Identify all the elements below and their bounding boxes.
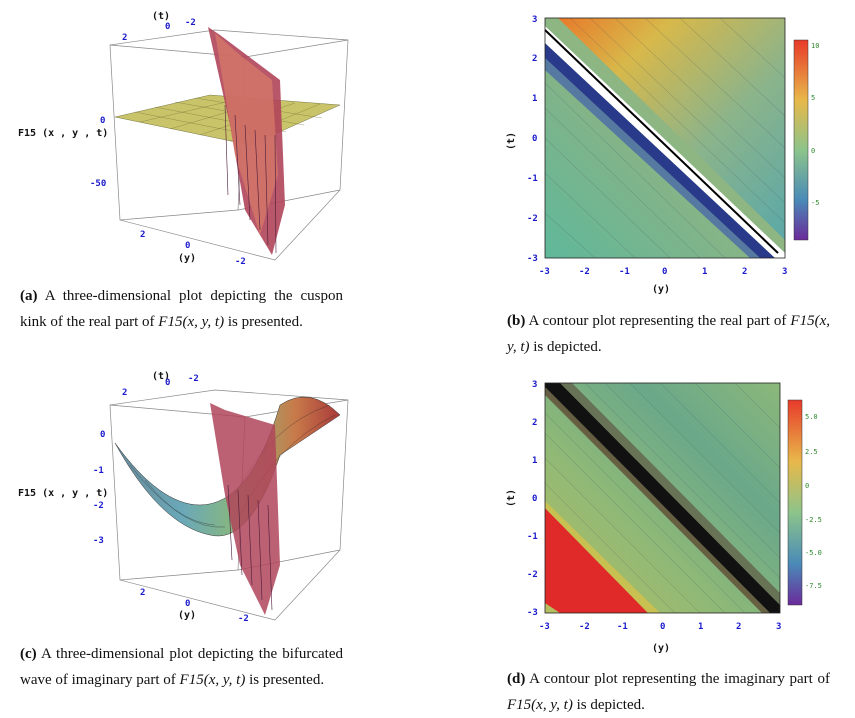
figure-c-3d-plot: F15 (x , y , t) 0 -1 -2 -3 (t) 2 0 -2 2 … (18, 371, 349, 624)
t-tick: -1 (527, 174, 538, 184)
z-tick: -2 (93, 501, 104, 511)
z-tick: -3 (93, 536, 104, 546)
t-tick: 0 (165, 378, 170, 388)
y-axis-label: (y) (178, 253, 196, 264)
colorbar-tick: 2.5 (805, 448, 818, 456)
figure-b-contour-plot: 10 5 0 -5 3 2 1 0 -1 -2 -3 -3 -2 -1 0 1 … (506, 15, 819, 295)
t-tick: 2 (122, 33, 127, 43)
y-tick: -1 (617, 622, 628, 632)
t-tick: 3 (532, 15, 537, 25)
t-tick: 2 (532, 54, 537, 64)
t-tick: 1 (532, 94, 537, 104)
caption-a: (a) A three-dimensional plot depicting t… (20, 288, 343, 330)
colorbar-tick: 0 (805, 482, 809, 490)
x-axis-label: (y) (652, 284, 670, 295)
t-tick: -1 (527, 532, 538, 542)
t-tick: 0 (532, 134, 537, 144)
caption-c: (c) A three-dimensional plot depicting t… (20, 646, 343, 688)
y-axis-label: (t) (506, 489, 517, 507)
colorbar-tick: -2.5 (805, 516, 822, 524)
y-tick: 1 (702, 267, 707, 277)
x-axis-label: (y) (652, 643, 670, 654)
y-tick: -3 (539, 622, 550, 632)
colorbar-tick: -5.0 (805, 549, 822, 557)
colorbar-tick: 10 (811, 42, 819, 50)
y-axis-label: (t) (506, 132, 517, 150)
z-tick: -50 (90, 179, 106, 189)
caption-b: (b) A contour plot representing the real… (507, 313, 830, 355)
figure-d-contour-plot: 5.0 2.5 0 -2.5 -5.0 -7.5 3 2 1 0 -1 -2 -… (506, 380, 822, 654)
y-tick: 1 (698, 622, 703, 632)
t-tick: 1 (532, 456, 537, 466)
t-tick: 0 (165, 22, 170, 32)
y-tick: 2 (736, 622, 741, 632)
z-axis-label: F15 (x , y , t) (18, 488, 108, 499)
y-tick: 0 (662, 267, 667, 277)
y-tick: -1 (619, 267, 630, 277)
t-tick: 0 (532, 494, 537, 504)
t-tick: -2 (527, 214, 538, 224)
y-tick: -2 (579, 267, 590, 277)
z-axis-label: F15 (x , y , t) (18, 128, 108, 139)
y-tick: -3 (539, 267, 550, 277)
y-tick: 0 (185, 599, 190, 609)
caption-d: (d) A contour plot representing the imag… (507, 671, 830, 713)
y-tick: 3 (782, 267, 787, 277)
t-tick: -3 (527, 254, 538, 264)
y-tick: 2 (742, 267, 747, 277)
z-tick: -1 (93, 466, 104, 476)
colorbar-tick: -7.5 (805, 582, 822, 590)
t-tick: 3 (532, 380, 537, 390)
y-axis-label: (y) (178, 610, 196, 621)
y-tick: 2 (140, 230, 145, 240)
t-tick: -2 (188, 374, 199, 384)
y-tick: 0 (660, 622, 665, 632)
colorbar-tick: 5.0 (805, 413, 818, 421)
colorbar-tick: 5 (811, 94, 815, 102)
t-axis-label: (t) (152, 371, 170, 382)
t-tick: -3 (527, 608, 538, 618)
t-tick: -2 (185, 18, 196, 28)
colorbar-tick: -5 (811, 199, 819, 207)
y-tick: -2 (238, 614, 249, 624)
t-tick: -2 (527, 570, 538, 580)
y-tick: 3 (776, 622, 781, 632)
t-tick: 2 (532, 418, 537, 428)
y-tick: -2 (235, 257, 246, 267)
t-axis-label: (t) (152, 11, 170, 22)
y-tick: 0 (185, 241, 190, 251)
figure-a-3d-plot: F15 (x , y , t) 0 -50 (t) 2 0 -2 2 0 -2 … (18, 11, 349, 267)
y-tick: 2 (140, 588, 145, 598)
t-tick: 2 (122, 388, 127, 398)
z-tick: 0 (100, 430, 105, 440)
y-tick: -2 (579, 622, 590, 632)
z-tick: 0 (100, 116, 105, 126)
colorbar-tick: 0 (811, 147, 815, 155)
